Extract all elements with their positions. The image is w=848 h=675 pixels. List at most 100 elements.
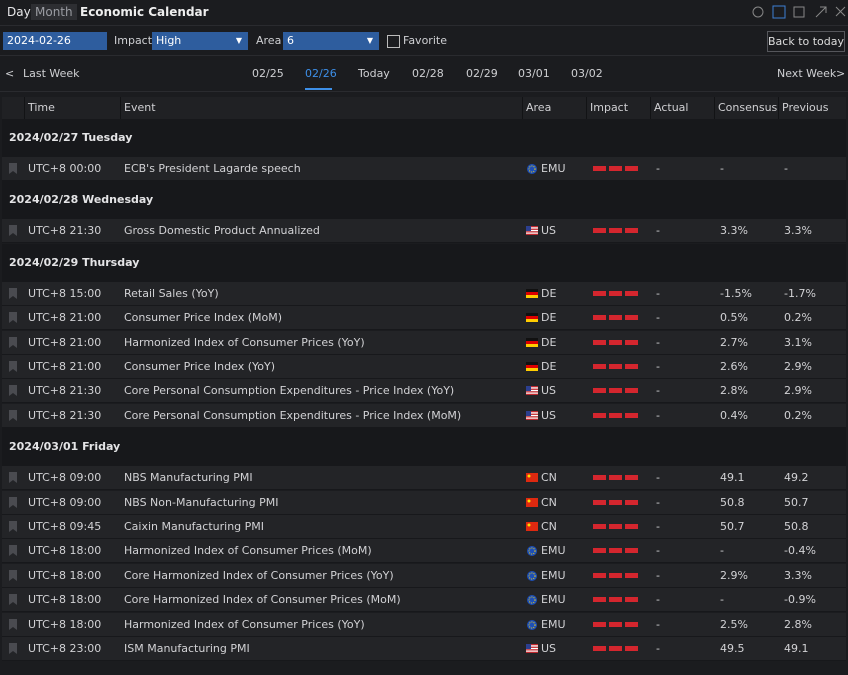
expand-icon[interactable] (816, 7, 826, 17)
next-week[interactable]: Next Week (777, 66, 836, 82)
tab-day[interactable]: Day (3, 4, 35, 20)
bookmark-icon[interactable] (9, 588, 17, 614)
bookmark-icon[interactable] (9, 466, 17, 492)
bookmark-icon[interactable] (9, 491, 17, 517)
bookmark-shape (9, 312, 17, 323)
column-separator (650, 97, 651, 119)
consensus: 3.3% (720, 219, 748, 243)
nav-date[interactable]: 03/01 (518, 66, 550, 82)
bookmark-shape (9, 361, 17, 372)
time: UTC+8 18:00 (28, 588, 101, 612)
bookmark-shape (9, 472, 17, 483)
time: UTC+8 21:00 (28, 355, 101, 379)
flag-icon (526, 411, 538, 421)
next-arrow[interactable]: > (836, 66, 845, 82)
tab-month[interactable]: Month (31, 4, 77, 20)
previous: 49.1 (784, 637, 809, 661)
bookmark-shape (9, 643, 17, 654)
flag-icon (526, 164, 538, 174)
consensus: 49.1 (720, 466, 745, 490)
impact-select[interactable]: High▼ (152, 32, 248, 50)
column-header[interactable]: Consensus (718, 97, 777, 119)
actual: - (656, 588, 660, 612)
area-code: DE (541, 306, 556, 330)
nav-date[interactable]: Today (358, 66, 390, 82)
column-separator (120, 97, 121, 119)
nav-date[interactable]: 02/28 (412, 66, 444, 82)
flag-icon (526, 386, 538, 396)
previous: 3.3% (784, 219, 812, 243)
column-header[interactable]: Time (28, 97, 55, 119)
bookmark-icon[interactable] (9, 404, 17, 430)
bookmark-icon[interactable] (9, 613, 17, 639)
actual: - (656, 564, 660, 588)
bookmark-icon[interactable] (9, 355, 17, 381)
previous: 2.9% (784, 355, 812, 379)
nav-date[interactable]: 02/25 (252, 66, 284, 82)
consensus: - (720, 157, 724, 181)
event-row: UTC+8 21:00Harmonized Index of Consumer … (2, 331, 846, 355)
bookmark-shape (9, 594, 17, 605)
refresh-icon[interactable] (753, 7, 763, 17)
bookmark-shape (9, 385, 17, 396)
bookmark-icon[interactable] (9, 219, 17, 245)
date-group-header: 2024/02/28 Wednesday (2, 181, 846, 219)
bookmark-shape (9, 570, 17, 581)
column-header[interactable]: Actual (654, 97, 688, 119)
area-code: US (541, 379, 556, 403)
nav-date[interactable]: 02/29 (466, 66, 498, 82)
event-row: UTC+8 15:00Retail Sales (YoY)DE--1.5%-1.… (2, 282, 846, 306)
actual: - (656, 355, 660, 379)
column-header[interactable]: Event (124, 97, 156, 119)
area-code: CN (541, 491, 557, 515)
column-header[interactable]: Area (526, 97, 551, 119)
bookmark-icon[interactable] (9, 539, 17, 565)
column-header[interactable]: Impact (590, 97, 628, 119)
bookmark-shape (9, 288, 17, 299)
bookmark-icon[interactable] (9, 637, 17, 663)
consensus: - (720, 588, 724, 612)
pin-icon[interactable] (773, 6, 785, 18)
event-row: UTC+8 09:00NBS Manufacturing PMICN-49.14… (2, 466, 846, 490)
impact (593, 637, 643, 670)
event: Harmonized Index of Consumer Prices (MoM… (124, 539, 372, 563)
group-date: 2024/02/29 Thursday (9, 244, 139, 282)
prev-arrow[interactable]: < (5, 66, 14, 82)
bookmark-icon[interactable] (9, 306, 17, 332)
restore-icon[interactable] (794, 7, 804, 17)
event: Harmonized Index of Consumer Prices (YoY… (124, 613, 365, 637)
previous: -0.4% (784, 539, 816, 563)
date-group-header: 2024/02/27 Tuesday (2, 119, 846, 157)
column-separator (586, 97, 587, 119)
event: Core Personal Consumption Expenditures -… (124, 379, 454, 403)
bookmark-shape (9, 337, 17, 348)
bookmark-icon[interactable] (9, 331, 17, 357)
area-code: CN (541, 466, 557, 490)
event: Retail Sales (YoY) (124, 282, 219, 306)
event-row: UTC+8 00:00ECB's President Lagarde speec… (2, 157, 846, 181)
last-week[interactable]: Last Week (23, 66, 80, 82)
consensus: 50.7 (720, 515, 745, 539)
area-select[interactable]: 6▼ (283, 32, 379, 50)
divider (0, 55, 848, 56)
time: UTC+8 09:45 (28, 515, 101, 539)
column-separator (778, 97, 779, 119)
impact-bars (593, 515, 639, 539)
event-row: UTC+8 23:00ISM Manufacturing PMIUS-49.54… (2, 637, 846, 661)
bookmark-icon[interactable] (9, 564, 17, 590)
nav-date[interactable]: 02/26 (305, 66, 337, 82)
event-row: UTC+8 18:00Harmonized Index of Consumer … (2, 539, 846, 563)
back-to-today-button[interactable]: Back to today (767, 31, 845, 52)
bookmark-icon[interactable] (9, 282, 17, 308)
nav-date[interactable]: 03/02 (571, 66, 603, 82)
column-header[interactable]: Previous (782, 97, 829, 119)
bookmark-icon[interactable] (9, 515, 17, 541)
bookmark-icon[interactable] (9, 157, 17, 183)
close-icon[interactable] (836, 7, 845, 16)
previous: 49.2 (784, 466, 809, 490)
favorite-checkbox[interactable] (387, 35, 400, 48)
date-input[interactable]: 2024-02-26 (3, 32, 107, 50)
bookmark-shape (9, 545, 17, 556)
bookmark-icon[interactable] (9, 379, 17, 405)
